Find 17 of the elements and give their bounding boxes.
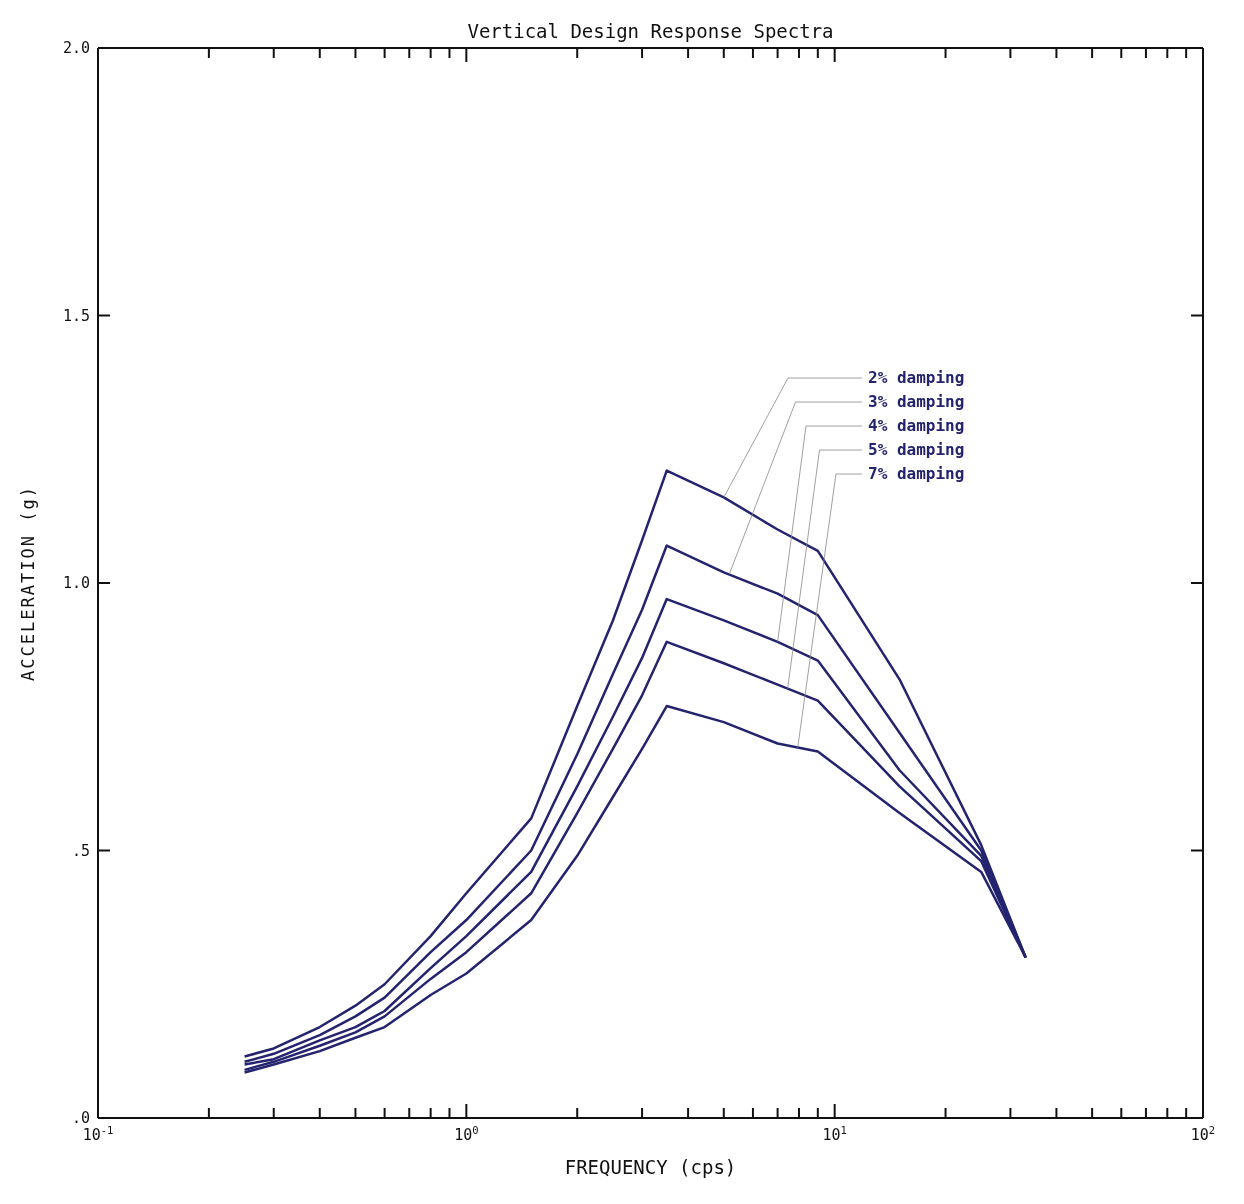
text: 3% damping (868, 392, 965, 411)
y-tick-label: .5 (71, 841, 90, 860)
y-tick-label: 1.5 (62, 306, 90, 325)
text: 4% damping (868, 416, 965, 435)
y-tick-label: .0 (71, 1109, 90, 1127)
x-tick-label: 10$^{1}$ (822, 1124, 847, 1144)
x-tick-label: 10$^{2}$ (1190, 1124, 1216, 1144)
chart-title: Vertical Design Response Spectra (467, 20, 834, 42)
text: 2% damping (868, 368, 965, 387)
x-tick-label: 10$^{0}$ (454, 1124, 479, 1144)
y-tick-label: 2.0 (62, 39, 90, 57)
x-tick-label: 10$^{-1}$ (82, 1124, 114, 1144)
y-tick-label: 1.0 (62, 574, 90, 592)
text: 5% damping (868, 440, 965, 459)
text: 7% damping (868, 464, 965, 483)
y-axis-title: ACCELERATION (g) (18, 485, 38, 681)
x-axis-title: FREQUENCY (cps) (564, 1156, 737, 1178)
